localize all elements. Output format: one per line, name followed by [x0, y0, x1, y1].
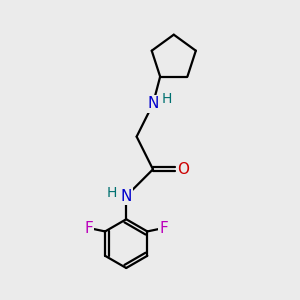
Text: F: F: [159, 221, 168, 236]
Text: O: O: [178, 162, 190, 177]
Text: H: H: [106, 185, 116, 200]
Text: H: H: [162, 92, 172, 106]
Text: N: N: [147, 96, 159, 111]
Text: F: F: [84, 221, 93, 236]
Text: N: N: [121, 189, 132, 204]
